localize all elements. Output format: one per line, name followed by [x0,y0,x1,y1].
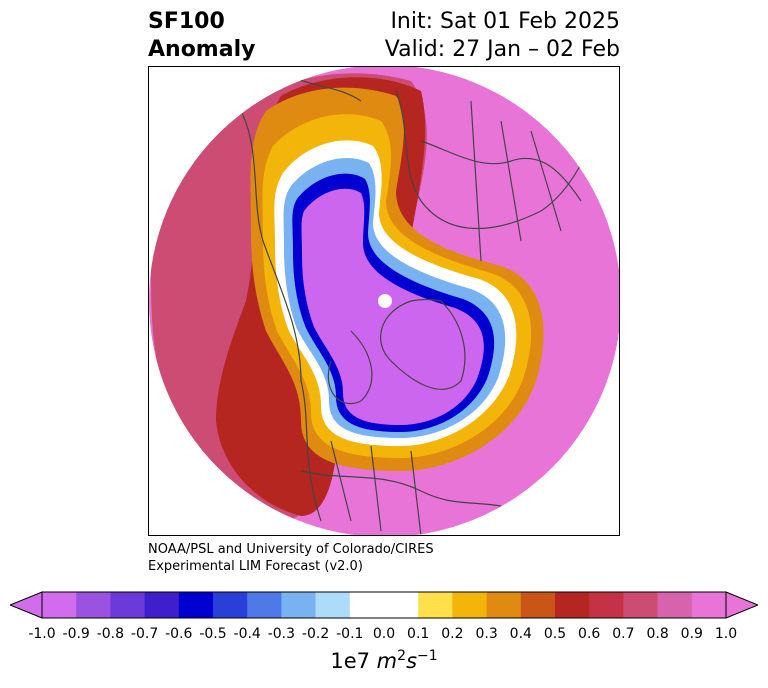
colorbar-tick-label: 0.9 [680,626,703,642]
colorbar-tick-label: 0.5 [543,626,567,642]
colorbar-border [41,591,727,619]
colorbar-tick-label: 0.2 [441,626,464,642]
colorbar-tick-label: 0.1 [407,626,430,642]
colorbar-segment [589,592,624,618]
colorbar-segment [486,592,522,618]
colorbar-segment [213,592,248,618]
colorbar-segment [349,592,385,618]
init-date: Init: Sat 01 Feb 2025 [390,9,620,34]
colorbar-tick-label: 0.8 [646,626,669,642]
anomaly-field [149,67,619,535]
units-prefix: 1e7 [330,649,377,673]
colorbar-segment [247,592,282,618]
colorbar [10,591,758,619]
colorbar-tick-label: -0.5 [199,626,227,642]
colorbar-tick-label: 1.0 [714,626,738,642]
pole-marker [378,294,392,308]
variable-title: SF100 [148,9,225,34]
colorbar-tick-label: -0.7 [130,626,159,642]
colorbar-units: 1e7 m2s−1 [330,648,438,673]
colorbar-segment [178,592,214,618]
colorbar-segment [657,592,693,618]
colorbar-segment [281,592,317,618]
colorbar-tick-label: -0.6 [165,626,193,642]
colorbar-segment [555,592,590,618]
map-frame [148,66,620,536]
negative-core [301,188,484,425]
colorbar-segment [520,592,556,618]
credit-line-1: NOAA/PSL and University of Colorado/CIRE… [148,542,434,557]
colorbar-ticks: -1.0 -0.9 -0.8 -0.7 -0.6 -0.5 -0.4 -0.3 -0.2 -0.1… [0,626,768,646]
credit-block: NOAA/PSL and University of Colorado/CIRE… [148,541,434,575]
coastlines [240,67,602,535]
colorbar-tick-label: -1.0 [28,626,56,642]
colorbar-segment [384,592,419,618]
colorbar-tick-label: -0.2 [301,626,330,642]
polar-map [149,67,619,535]
colorbar-extend-high [725,591,758,619]
colorbar-tick-label: 0.0 [372,626,396,642]
colorbar-segment [623,592,659,618]
colorbar-tick-label: -0.9 [62,626,90,642]
credit-line-2: Experimental LIM Forecast (v2.0) [148,559,363,574]
colorbar-segment [691,592,727,618]
colorbar-segment [452,592,488,618]
colorbar-tick-label: -0.8 [96,626,125,642]
title-block-right: Init: Sat 01 Feb 2025 Valid: 27 Jan – 02… [385,8,620,64]
colorbar-segment [315,592,351,618]
valid-range: Valid: 27 Jan – 02 Feb [384,37,620,62]
colorbar-tick-label: 0.7 [612,626,635,642]
title-block-left: SF100 Anomaly [148,8,255,64]
colorbar-segment [42,592,77,618]
colorbar-tick-label: 0.4 [509,626,532,642]
colorbar-tick-label: 0.3 [475,626,498,642]
colorbar-tick-label: -0.4 [233,626,261,642]
colorbar-tick-label: 0.6 [578,626,601,642]
field-title: Anomaly [148,37,256,62]
colorbar-extend-low [10,591,43,619]
colorbar-tick-label: -0.1 [336,626,364,642]
colorbar-segment [144,592,180,618]
colorbar-segment [418,592,453,618]
colorbar-tick-label: -0.3 [267,626,296,642]
colorbar-segment [76,592,111,618]
colorbar-segment [110,592,146,618]
